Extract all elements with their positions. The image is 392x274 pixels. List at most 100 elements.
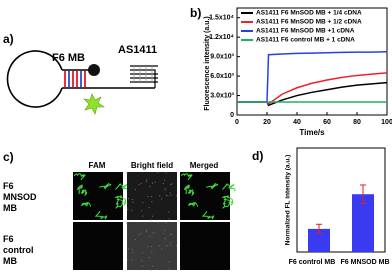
cell-signal bbox=[94, 211, 108, 220]
bar bbox=[352, 194, 374, 252]
speckle bbox=[142, 265, 144, 267]
y-tick-label: 9.0x10³ bbox=[210, 53, 234, 60]
micrograph bbox=[127, 172, 177, 220]
speckle bbox=[140, 182, 142, 184]
cell-signal bbox=[114, 195, 127, 206]
speckle bbox=[164, 179, 166, 181]
aptamer-label: AS1411 bbox=[118, 44, 157, 56]
speckle bbox=[151, 201, 153, 203]
speckle bbox=[149, 235, 151, 238]
cell-signal bbox=[73, 173, 86, 181]
legend-label: AS1411 F6 MnSOD MB +1 cDNA bbox=[256, 28, 355, 35]
speckle bbox=[160, 198, 163, 200]
column-header: FAM bbox=[89, 161, 106, 170]
legend-label: AS1411 F6 MnSOD MB + 1/2 cDNA bbox=[256, 19, 362, 26]
speckle bbox=[168, 261, 170, 263]
cell-signal bbox=[221, 195, 234, 206]
speckle bbox=[151, 182, 154, 184]
speckle bbox=[141, 260, 143, 262]
speckle bbox=[171, 183, 173, 185]
legend-label: AS1411 F6 MnSOD MB + 1/4 cDNA bbox=[256, 10, 362, 17]
cell-signal bbox=[183, 184, 190, 195]
speckle bbox=[164, 229, 166, 231]
x-tick-label: F6 control MB bbox=[289, 259, 336, 266]
speckle bbox=[170, 183, 172, 186]
speckle bbox=[138, 184, 140, 186]
x-tick-label: 40 bbox=[293, 119, 301, 126]
legend-label: AS1411 F6 control MB + 1 cDNA bbox=[256, 37, 355, 44]
speckle bbox=[159, 195, 161, 197]
speckle bbox=[127, 259, 129, 261]
error-bar bbox=[360, 184, 366, 204]
speckle bbox=[175, 195, 178, 197]
bar bbox=[308, 228, 330, 252]
speckle bbox=[159, 245, 161, 247]
cell-signal bbox=[187, 189, 195, 197]
stem-pairs bbox=[64, 71, 86, 87]
speckle bbox=[154, 231, 156, 233]
speckle bbox=[151, 265, 154, 267]
speckle bbox=[146, 179, 148, 181]
speckle bbox=[126, 222, 128, 224]
speckle bbox=[154, 181, 156, 183]
cell-signal bbox=[80, 189, 88, 197]
y-tick-label: 0 bbox=[230, 112, 234, 119]
speckle bbox=[157, 221, 159, 224]
microscopy-grid bbox=[73, 171, 236, 271]
speckle bbox=[162, 182, 164, 185]
speckle bbox=[142, 252, 144, 254]
plot-frame bbox=[236, 7, 388, 116]
speckle bbox=[148, 207, 150, 209]
speckle bbox=[147, 246, 149, 248]
speckle bbox=[150, 245, 153, 248]
cell-signal bbox=[99, 182, 112, 190]
molecular-beacon-diagram: F6 MB AS1411 bbox=[6, 44, 158, 115]
speckle bbox=[131, 198, 133, 201]
cell-signal bbox=[180, 173, 193, 181]
y-tick-label: 6.0x10³ bbox=[210, 73, 234, 80]
speckle bbox=[157, 171, 159, 174]
loop bbox=[6, 50, 63, 108]
speckle bbox=[146, 229, 148, 231]
cell-signal bbox=[201, 211, 215, 220]
speckle bbox=[132, 201, 134, 203]
panel-label: c) bbox=[3, 150, 14, 164]
y-axis-label: Normalized FL intensity (a.u.) bbox=[285, 155, 292, 246]
speckle bbox=[147, 196, 149, 198]
cell-signal bbox=[222, 183, 236, 192]
speckle bbox=[151, 232, 154, 234]
speckle bbox=[165, 189, 167, 191]
speckle bbox=[142, 202, 144, 204]
cell-signal bbox=[188, 202, 199, 207]
speckle bbox=[150, 195, 153, 198]
speckle bbox=[150, 269, 152, 271]
x-tick-label: F6 MNSOD MB bbox=[341, 259, 390, 266]
panel-label: b) bbox=[190, 6, 201, 20]
speckle bbox=[168, 218, 170, 220]
fluorophore bbox=[83, 93, 105, 115]
y-axis-label: Fluorescence intensity (a.u.) bbox=[204, 16, 211, 111]
speckle bbox=[149, 185, 151, 188]
x-tick-label: 0 bbox=[235, 119, 239, 126]
speckle bbox=[134, 189, 137, 191]
cell-signal bbox=[81, 202, 92, 207]
aptamer bbox=[130, 65, 158, 88]
speckle bbox=[165, 239, 167, 241]
speckle bbox=[148, 257, 150, 259]
cell-signal bbox=[76, 184, 83, 195]
speckle bbox=[138, 234, 140, 236]
speckle bbox=[165, 244, 167, 246]
error-bar bbox=[316, 223, 322, 235]
row-label: F6 control MB bbox=[3, 234, 34, 266]
speckle bbox=[141, 210, 143, 212]
speckle bbox=[171, 233, 173, 235]
speckle bbox=[167, 195, 169, 197]
x-tick-label: 20 bbox=[263, 119, 271, 126]
speckle bbox=[151, 251, 153, 253]
x-tick-label: 60 bbox=[323, 119, 331, 126]
speckle bbox=[134, 239, 137, 241]
speckle bbox=[128, 248, 130, 250]
micrograph bbox=[73, 222, 123, 270]
speckle bbox=[164, 237, 166, 239]
